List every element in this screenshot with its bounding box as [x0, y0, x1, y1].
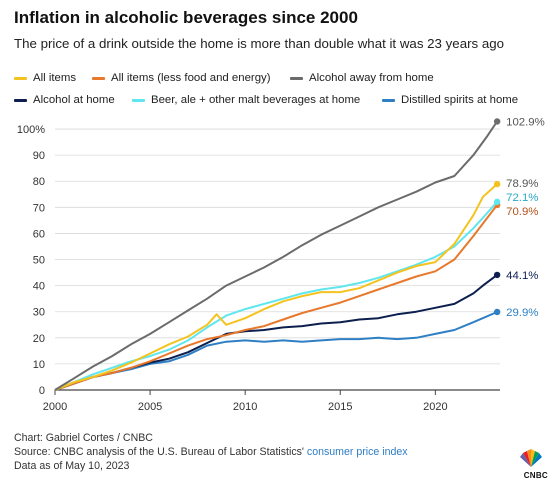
page-title: Inflation in alcoholic beverages since 2…: [14, 8, 358, 27]
x-tick-label: 2020: [423, 401, 447, 413]
cnbc-logo-text: CNBC: [523, 471, 548, 480]
x-tick-label: 2010: [233, 401, 257, 413]
series-line: [54, 311, 498, 391]
y-tick-label: 70: [33, 202, 45, 214]
y-tick-label: 60: [33, 228, 45, 240]
line-chart: 0 10 20 30 40 50 60 70 80 90 100% 2000 2005 2010 2015…: [17, 116, 545, 413]
series-line: [54, 120, 498, 391]
x-tick-label: 2005: [138, 401, 162, 413]
legend-item-alcohol-at-home: Alcohol at home: [14, 94, 115, 106]
legend-label: Distilled spirits at home: [401, 94, 519, 106]
series-end-label: 44.1%: [506, 270, 538, 282]
legend-swatch: [382, 98, 395, 102]
series-line: [54, 274, 498, 391]
y-tick-label: 20: [33, 333, 45, 345]
series-end-marker: [493, 308, 501, 316]
series-line: [54, 183, 498, 391]
y-tick-label: 50: [33, 255, 45, 267]
legend-label: Beer, ale + other malt beverages at home: [151, 94, 361, 106]
legend-label: All items: [33, 72, 77, 84]
y-tick-label: 40: [33, 281, 45, 293]
chart-end-labels: 78.9% 70.9% 102.9% 44.1% 72.1% 29.9%: [506, 116, 545, 318]
legend-label: Alcohol at home: [33, 94, 115, 106]
legend-swatch: [92, 76, 105, 80]
series-end-label: 72.1%: [506, 192, 538, 204]
legend-item-all-items-less-food-energy: All items (less food and energy): [92, 72, 271, 84]
series-end-label: 102.9%: [506, 116, 545, 128]
series-end-label: 70.9%: [506, 206, 538, 218]
legend-swatch: [290, 76, 303, 80]
legend-swatch: [132, 98, 145, 102]
chart-source: Source: CNBC analysis of the U.S. Bureau…: [14, 446, 408, 458]
chart-series-lines: [54, 118, 501, 391]
series-end-label: 78.9%: [506, 178, 538, 190]
series-end-marker: [493, 198, 501, 206]
x-tick-label: 2000: [43, 401, 67, 413]
x-axis-ticks: 2000 2005 2010 2015 2020: [43, 390, 448, 413]
series-end-marker: [493, 271, 501, 279]
y-tick-label: 90: [33, 150, 45, 162]
legend-item-alcohol-away-from-home: Alcohol away from home: [290, 72, 434, 84]
legend-item-distilled-spirits: Distilled spirits at home: [382, 94, 518, 106]
y-tick-label: 0: [39, 385, 45, 397]
page-subtitle: The price of a drink outside the home is…: [14, 36, 505, 51]
series-end-marker: [493, 180, 501, 188]
y-axis-ticks: 0 10 20 30 40 50 60 70 80 90 100%: [17, 124, 45, 397]
source-text: Source: CNBC analysis of the U.S. Bureau…: [14, 446, 307, 458]
legend-swatch: [14, 76, 27, 80]
legend-item-all-items: All items: [14, 72, 76, 84]
chart-credit: Chart: Gabriel Cortes / CNBC: [14, 432, 153, 444]
source-link[interactable]: consumer price index: [306, 446, 408, 458]
legend-swatch: [14, 98, 27, 102]
legend-label: Alcohol away from home: [309, 72, 434, 84]
series-end-marker: [493, 118, 501, 125]
legend-label: All items (less food and energy): [111, 72, 271, 84]
series-end-label: 29.9%: [506, 307, 538, 319]
y-tick-label: 10: [33, 359, 45, 371]
y-tick-label: 100%: [17, 124, 45, 136]
series-line: [54, 201, 498, 391]
peacock-logo-icon: [520, 449, 542, 467]
data-date-note: Data as of May 10, 2023: [14, 460, 130, 472]
y-tick-label: 80: [33, 176, 45, 188]
x-tick-label: 2015: [328, 401, 352, 413]
series-line: [54, 204, 498, 391]
legend-item-beer-ale-malt: Beer, ale + other malt beverages at home: [132, 94, 360, 106]
y-tick-label: 30: [33, 307, 45, 319]
